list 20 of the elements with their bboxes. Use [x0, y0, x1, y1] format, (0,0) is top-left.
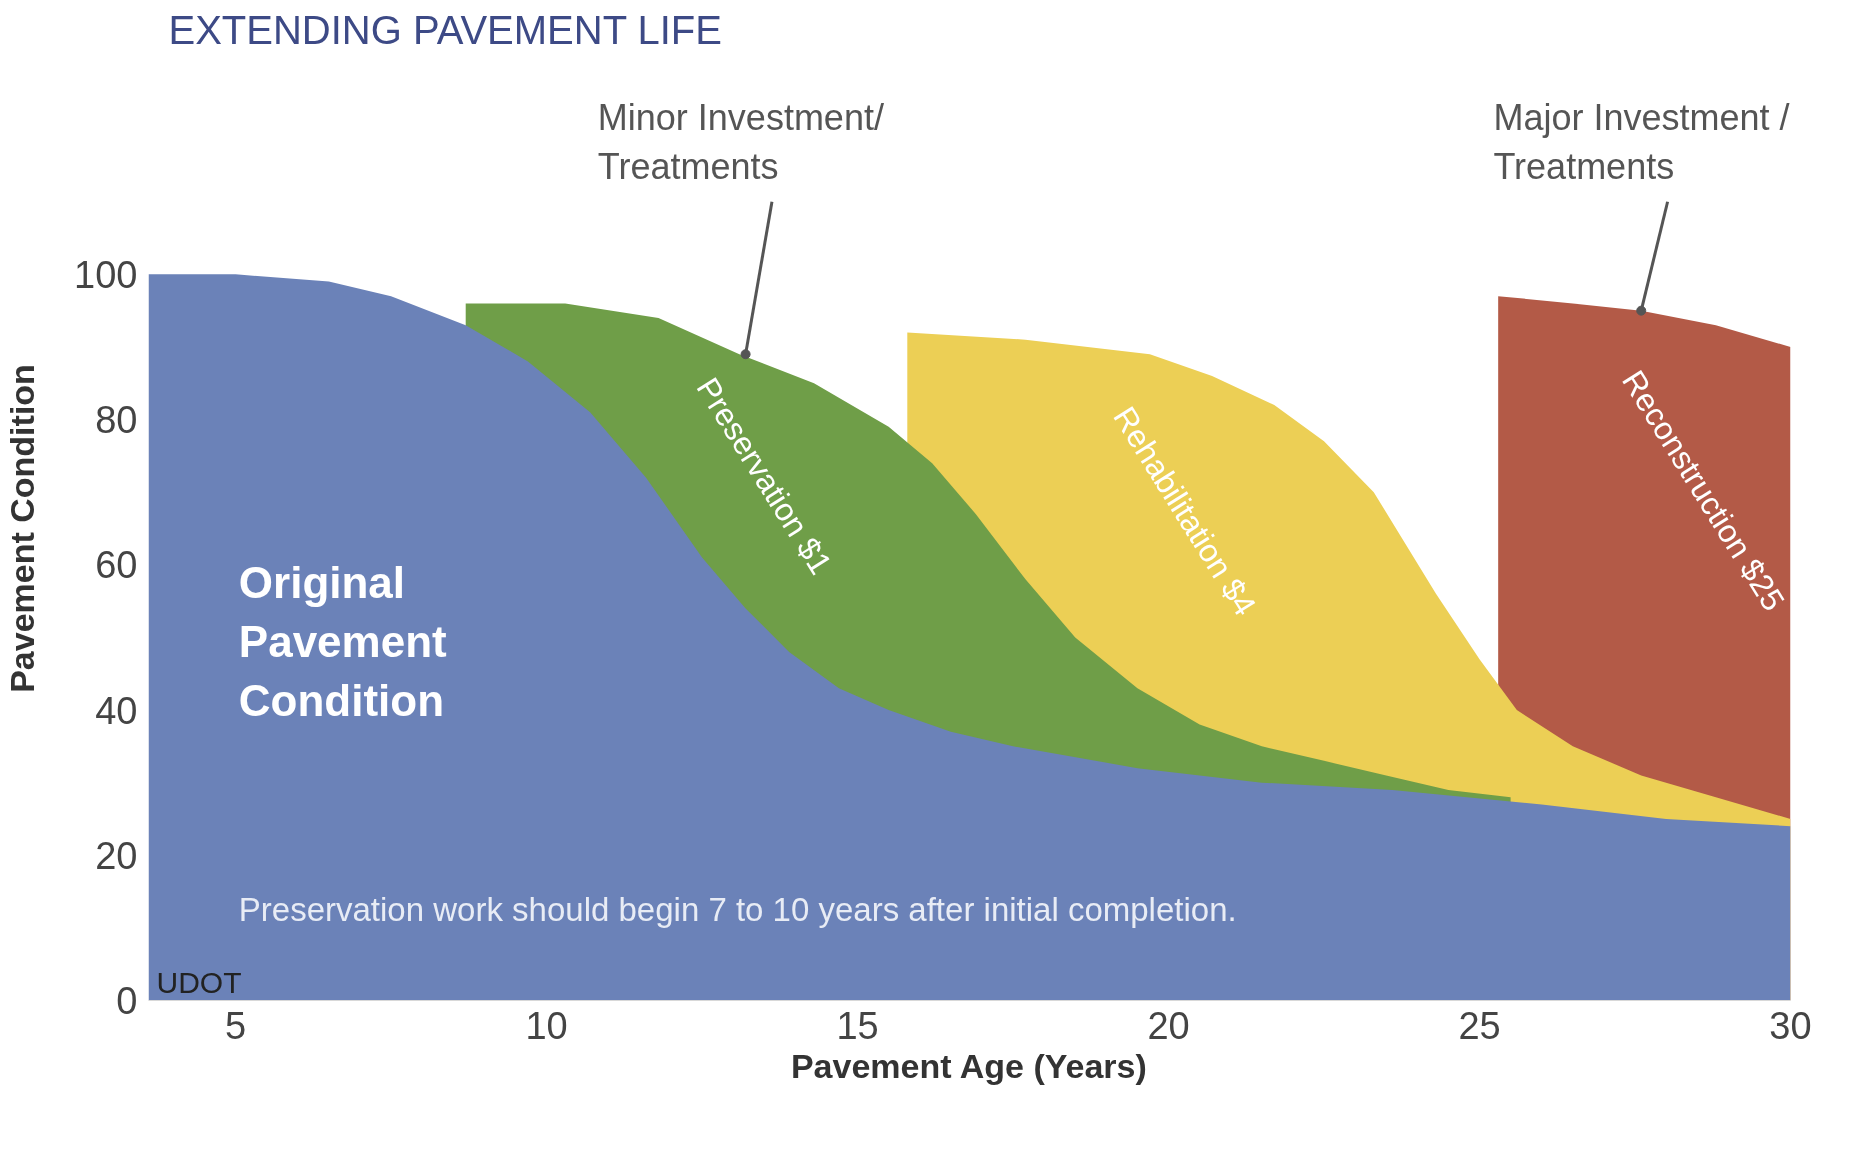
- x-tick-label: 30: [1769, 1004, 1812, 1047]
- y-tick-label: 80: [95, 399, 138, 442]
- x-tick-label: 5: [225, 1004, 247, 1047]
- annotation: Major Investment / Treatments: [1493, 97, 1790, 188]
- annotation: Minor Investment/ Treatments: [597, 97, 884, 188]
- x-tick-label: 20: [1147, 1004, 1190, 1047]
- x-tick-label: 10: [525, 1004, 568, 1047]
- chart-title: EXTENDING PAVEMENT LIFE: [168, 7, 722, 52]
- y-tick-label: 40: [95, 689, 138, 732]
- y-axis-title: Pavement Condition: [3, 364, 42, 693]
- y-tick-label: 60: [95, 544, 138, 587]
- x-tick-label: 25: [1458, 1004, 1501, 1047]
- x-tick-label: 15: [836, 1004, 879, 1047]
- annotation: UDOT: [156, 965, 242, 999]
- annotation: Preservation work should begin 7 to 10 years after initial completion.: [238, 890, 1237, 928]
- y-tick-label: 100: [74, 253, 138, 296]
- series-label: Original Pavement Condition: [238, 557, 448, 725]
- x-axis-title: Pavement Age (Years): [790, 1046, 1147, 1085]
- y-tick-label: 0: [116, 980, 138, 1022]
- y-tick-label: 20: [95, 834, 138, 877]
